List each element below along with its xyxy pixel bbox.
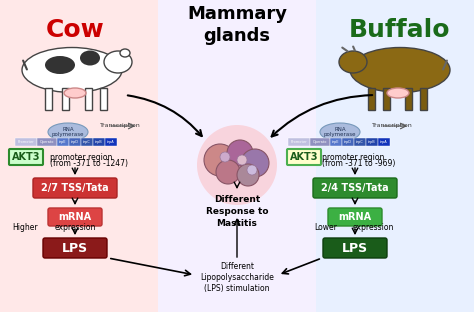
Bar (368, 88, 375, 110)
Bar (37, 138, 57, 146)
Bar (69, 138, 81, 146)
Text: trpA: trpA (380, 140, 388, 144)
Bar (57, 138, 69, 146)
Text: AKT3: AKT3 (290, 152, 318, 162)
Ellipse shape (48, 123, 88, 141)
FancyBboxPatch shape (33, 178, 117, 198)
Text: promoter region: promoter region (322, 153, 384, 162)
Text: expression: expression (353, 223, 394, 232)
FancyBboxPatch shape (313, 178, 397, 198)
Text: trpE: trpE (59, 140, 67, 144)
Circle shape (247, 165, 257, 175)
FancyBboxPatch shape (287, 149, 321, 165)
Circle shape (216, 160, 240, 184)
Text: RNA
polymerase: RNA polymerase (52, 127, 84, 137)
Ellipse shape (80, 51, 100, 66)
FancyBboxPatch shape (0, 0, 158, 312)
Bar (420, 88, 427, 110)
Text: trpD: trpD (344, 140, 352, 144)
Text: trpA: trpA (107, 140, 115, 144)
Bar (366, 138, 378, 146)
Text: trpC: trpC (83, 140, 91, 144)
Bar (383, 88, 390, 110)
Bar (330, 138, 342, 146)
Circle shape (197, 125, 277, 205)
Text: RNA
polymerase: RNA polymerase (324, 127, 356, 137)
Bar (310, 138, 330, 146)
Text: trpC: trpC (356, 140, 364, 144)
Text: Transcription: Transcription (100, 124, 141, 129)
Text: (from -371 to -969): (from -371 to -969) (322, 159, 395, 168)
Ellipse shape (350, 47, 450, 92)
Text: Transcription: Transcription (372, 124, 413, 129)
Text: trpE: trpE (332, 140, 340, 144)
Text: Different
Lipopolysaccharide
(LPS) stimulation: Different Lipopolysaccharide (LPS) stimu… (200, 262, 274, 293)
Ellipse shape (387, 88, 409, 98)
Circle shape (204, 144, 236, 176)
Bar (45, 88, 52, 110)
Bar (405, 88, 412, 110)
Text: Buffalo: Buffalo (349, 18, 451, 42)
Bar (100, 88, 107, 110)
Ellipse shape (22, 47, 122, 92)
Ellipse shape (320, 123, 360, 141)
Text: trpD: trpD (71, 140, 79, 144)
Bar (85, 88, 92, 110)
Text: promoter region: promoter region (50, 153, 112, 162)
Ellipse shape (104, 51, 132, 73)
Bar (288, 138, 310, 146)
Bar (81, 138, 93, 146)
FancyBboxPatch shape (43, 238, 107, 258)
FancyBboxPatch shape (323, 238, 387, 258)
FancyBboxPatch shape (328, 208, 382, 226)
Bar (105, 138, 117, 146)
Text: mRNA: mRNA (58, 212, 91, 222)
Text: 2/7 TSS/Tata: 2/7 TSS/Tata (41, 183, 109, 193)
FancyBboxPatch shape (158, 0, 316, 312)
Text: Lower: Lower (314, 223, 337, 232)
Text: Operato: Operato (40, 140, 54, 144)
Text: LPS: LPS (342, 241, 368, 255)
Text: Cow: Cow (46, 18, 104, 42)
Circle shape (237, 155, 247, 165)
Bar (93, 138, 105, 146)
Bar (354, 138, 366, 146)
Circle shape (220, 152, 230, 162)
Bar (342, 138, 354, 146)
Circle shape (237, 164, 259, 186)
Text: trpB: trpB (368, 140, 376, 144)
Circle shape (227, 140, 253, 166)
Text: Different
Response to
Mastitis: Different Response to Mastitis (206, 195, 268, 227)
Text: mRNA: mRNA (338, 212, 372, 222)
Text: AKT3: AKT3 (12, 152, 40, 162)
Text: Promoter: Promoter (18, 140, 34, 144)
Text: Higher: Higher (12, 223, 38, 232)
Bar (378, 138, 390, 146)
Text: expression: expression (55, 223, 96, 232)
Bar (62, 88, 69, 110)
Text: trpB: trpB (95, 140, 103, 144)
Ellipse shape (339, 51, 367, 73)
Text: Mammary
glands: Mammary glands (187, 5, 287, 45)
Text: Operato: Operato (313, 140, 327, 144)
Circle shape (241, 149, 269, 177)
Text: 2/4 TSS/Tata: 2/4 TSS/Tata (321, 183, 389, 193)
Text: (from -371 to -1247): (from -371 to -1247) (50, 159, 128, 168)
Text: Promoter: Promoter (291, 140, 307, 144)
FancyBboxPatch shape (48, 208, 102, 226)
FancyBboxPatch shape (9, 149, 43, 165)
Ellipse shape (64, 88, 86, 98)
Text: LPS: LPS (62, 241, 88, 255)
Bar (15, 138, 37, 146)
Ellipse shape (120, 49, 130, 57)
FancyBboxPatch shape (316, 0, 474, 312)
Ellipse shape (45, 56, 75, 74)
